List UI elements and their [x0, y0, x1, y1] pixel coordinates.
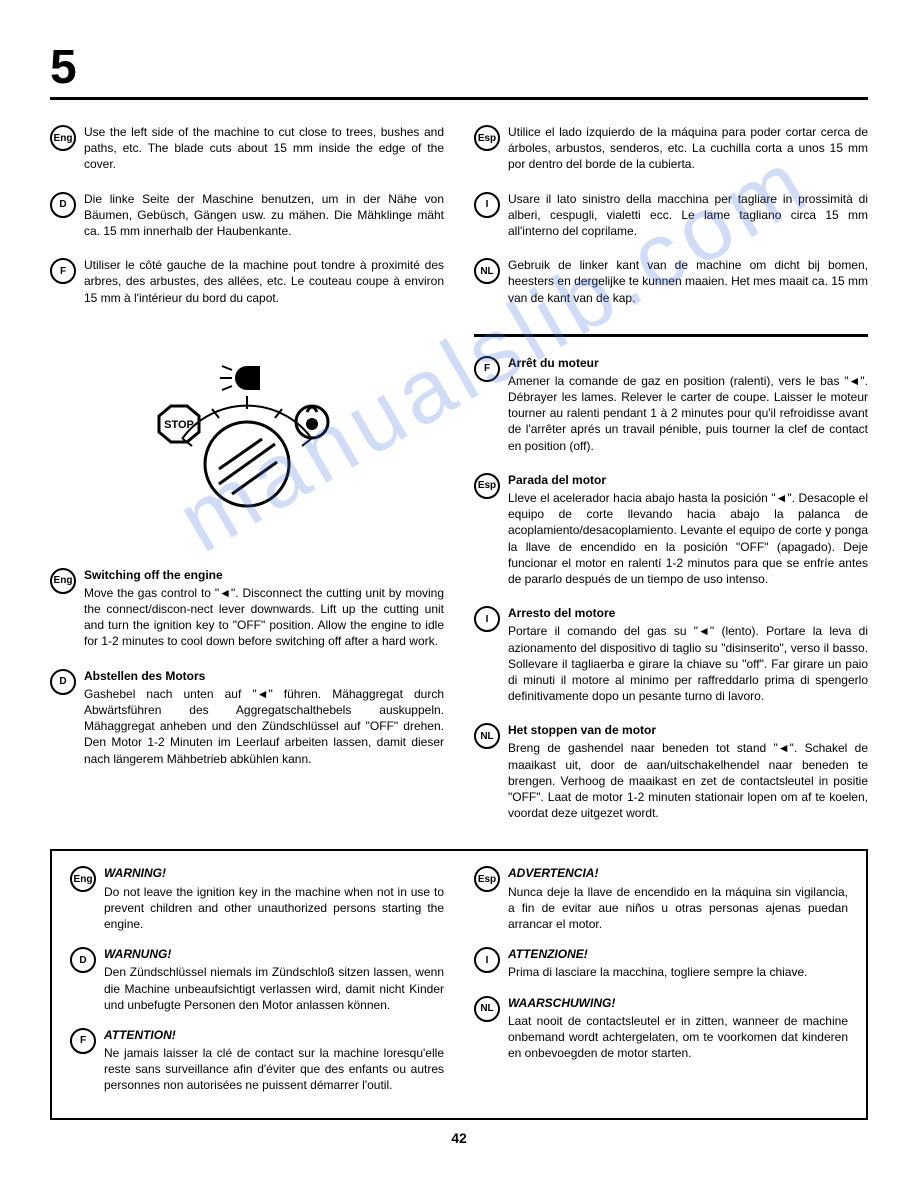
header-rule [50, 97, 868, 100]
lang-badge: Eng [50, 125, 76, 151]
entry-title: Parada del motor [508, 472, 868, 488]
lang-badge: NL [474, 723, 500, 749]
warn-esp: Esp ADVERTENCIA! Nunca deje la llave de … [474, 865, 848, 932]
warn-eng: Eng WARNING! Do not leave the ignition k… [70, 865, 444, 932]
entry-title: Switching off the engine [84, 567, 444, 583]
entry-text: Lleve el acelerador hacia abajo hasta la… [508, 490, 868, 587]
ignition-diagram: STOP [50, 354, 444, 537]
entry-text: Portare il comando del gas su "◄" (lento… [508, 623, 868, 704]
warning-right-column: Esp ADVERTENCIA! Nunca deje la llave de … [474, 865, 848, 1107]
warning-text: Nunca deje la llave de encendido en la m… [508, 884, 848, 933]
engine-off-block: STOP Eng [50, 324, 868, 840]
lang-badge: Eng [50, 568, 76, 594]
entry-f: F Utiliser le côté gauche de la machine … [50, 257, 444, 306]
lang-badge: Esp [474, 866, 500, 892]
entry-body: ADVERTENCIA! Nunca deje la llave de ence… [508, 865, 848, 932]
entry-text: Move the gas control to "◄". Disconnect … [84, 585, 444, 650]
lang-badge: I [474, 947, 500, 973]
entry-body: WARNUNG! Den Zündschlüssel niemals im Zü… [104, 946, 444, 1013]
lang-badge: D [50, 192, 76, 218]
entry-text: Amener la comande de gaz en position (ra… [508, 373, 868, 454]
entry-title: Arresto del motore [508, 605, 868, 621]
entry-body: Het stoppen van de motor Breng de gashen… [508, 722, 868, 821]
warn-i: I ATTENZIONE! Prima di lasciare la macch… [474, 946, 848, 980]
entry-body: WAARSCHUWING! Laat nooit de contactsleut… [508, 995, 848, 1062]
warning-text: Laat nooit de contactsleutel er in zitte… [508, 1013, 848, 1062]
warn-f: F ATTENTION! Ne jamais laisser la clé de… [70, 1027, 444, 1094]
entry-body: Switching off the engine Move the gas co… [84, 567, 444, 650]
entry-body: Arresto del motore Portare il comando de… [508, 605, 868, 704]
entry-nl: NL Gebruik de linker kant van de machine… [474, 257, 868, 306]
entry-text: Breng de gashendel naar beneden tot stan… [508, 740, 868, 821]
page-number: 42 [50, 1130, 868, 1146]
entry-body: Parada del motor Lleve el acelerador hac… [508, 472, 868, 587]
warn-nl: NL WAARSCHUWING! Laat nooit de contactsl… [474, 995, 848, 1062]
entry-text: Use the left side of the machine to cut … [84, 124, 444, 173]
warning-title: WAARSCHUWING! [508, 995, 848, 1011]
lang-badge: F [70, 1028, 96, 1054]
entry-body: WARNING! Do not leave the ignition key i… [104, 865, 444, 932]
entry-text: Utiliser le côté gauche de la machine po… [84, 257, 444, 306]
lang-badge: F [474, 356, 500, 382]
entry-text: Gebruik de linker kant van de machine om… [508, 257, 868, 306]
manual-page: manualslib.com 5 Eng Use the left side o… [0, 0, 918, 1166]
entry-text: Gashebel nach unten auf "◄" führen. Mäha… [84, 686, 444, 767]
lang-badge: NL [474, 258, 500, 284]
lang-badge: D [70, 947, 96, 973]
entry-body: Abstellen des Motors Gashebel nach unten… [84, 668, 444, 767]
warning-text: Do not leave the ignition key in the mac… [104, 884, 444, 933]
entry-title: Abstellen des Motors [84, 668, 444, 684]
section-number: 5 [50, 40, 868, 95]
entry-d-stop: D Abstellen des Motors Gashebel nach unt… [50, 668, 444, 767]
cutting-left-column: Eng Use the left side of the machine to … [50, 124, 444, 324]
warning-title: ADVERTENCIA! [508, 865, 848, 881]
entry-esp-stop: Esp Parada del motor Lleve el acelerador… [474, 472, 868, 587]
entry-text: Usare il lato sinistro della macchina pe… [508, 191, 868, 240]
entry-eng-stop: Eng Switching off the engine Move the ga… [50, 567, 444, 650]
entry-eng: Eng Use the left side of the machine to … [50, 124, 444, 173]
warning-box: Eng WARNING! Do not leave the ignition k… [50, 849, 868, 1119]
lang-badge: Eng [70, 866, 96, 892]
warning-text: Den Zündschlüssel niemals im Zündschloß … [104, 964, 444, 1013]
entry-body: ATTENZIONE! Prima di lasciare la macchin… [508, 946, 848, 980]
lang-badge: I [474, 606, 500, 632]
warning-title: WARNING! [104, 865, 444, 881]
warn-d: D WARNUNG! Den Zündschlüssel niemals im … [70, 946, 444, 1013]
lang-badge: F [50, 258, 76, 284]
entry-f-stop: F Arrêt du moteur Amener la comande de g… [474, 355, 868, 454]
warning-text: Ne jamais laisser la clé de contact sur … [104, 1045, 444, 1094]
ignition-svg: STOP [137, 354, 357, 534]
entry-i: I Usare il lato sinistro della macchina … [474, 191, 868, 240]
stop-label: STOP [164, 419, 194, 431]
lang-badge: Esp [474, 473, 500, 499]
entry-title: Het stoppen van de motor [508, 722, 868, 738]
entry-text: Utilice el lado izquierdo de la máquina … [508, 124, 868, 173]
warning-title: WARNUNG! [104, 946, 444, 962]
warning-title: ATTENZIONE! [508, 946, 848, 962]
cutting-right-column: Esp Utilice el lado izquierdo de la máqu… [474, 124, 868, 324]
warning-title: ATTENTION! [104, 1027, 444, 1043]
divider-rule [474, 334, 868, 337]
entry-body: Arrêt du moteur Amener la comande de gaz… [508, 355, 868, 454]
entry-title: Arrêt du moteur [508, 355, 868, 371]
warning-left-column: Eng WARNING! Do not leave the ignition k… [70, 865, 444, 1107]
lang-badge: Esp [474, 125, 500, 151]
entry-d: D Die linke Seite der Maschine benutzen,… [50, 191, 444, 240]
lang-badge: D [50, 669, 76, 695]
entry-esp: Esp Utilice el lado izquierdo de la máqu… [474, 124, 868, 173]
cutting-instructions-block: Eng Use the left side of the machine to … [50, 124, 868, 324]
entry-i-stop: I Arresto del motore Portare il comando … [474, 605, 868, 704]
engine-off-left-column: STOP Eng [50, 324, 444, 840]
entry-body: ATTENTION! Ne jamais laisser la clé de c… [104, 1027, 444, 1094]
lang-badge: NL [474, 996, 500, 1022]
warning-text: Prima di lasciare la macchina, togliere … [508, 964, 848, 980]
warning-columns: Eng WARNING! Do not leave the ignition k… [70, 865, 848, 1107]
entry-nl-stop: NL Het stoppen van de motor Breng de gas… [474, 722, 868, 821]
lang-badge: I [474, 192, 500, 218]
entry-text: Die linke Seite der Maschine benutzen, u… [84, 191, 444, 240]
engine-off-right-column: F Arrêt du moteur Amener la comande de g… [474, 324, 868, 840]
